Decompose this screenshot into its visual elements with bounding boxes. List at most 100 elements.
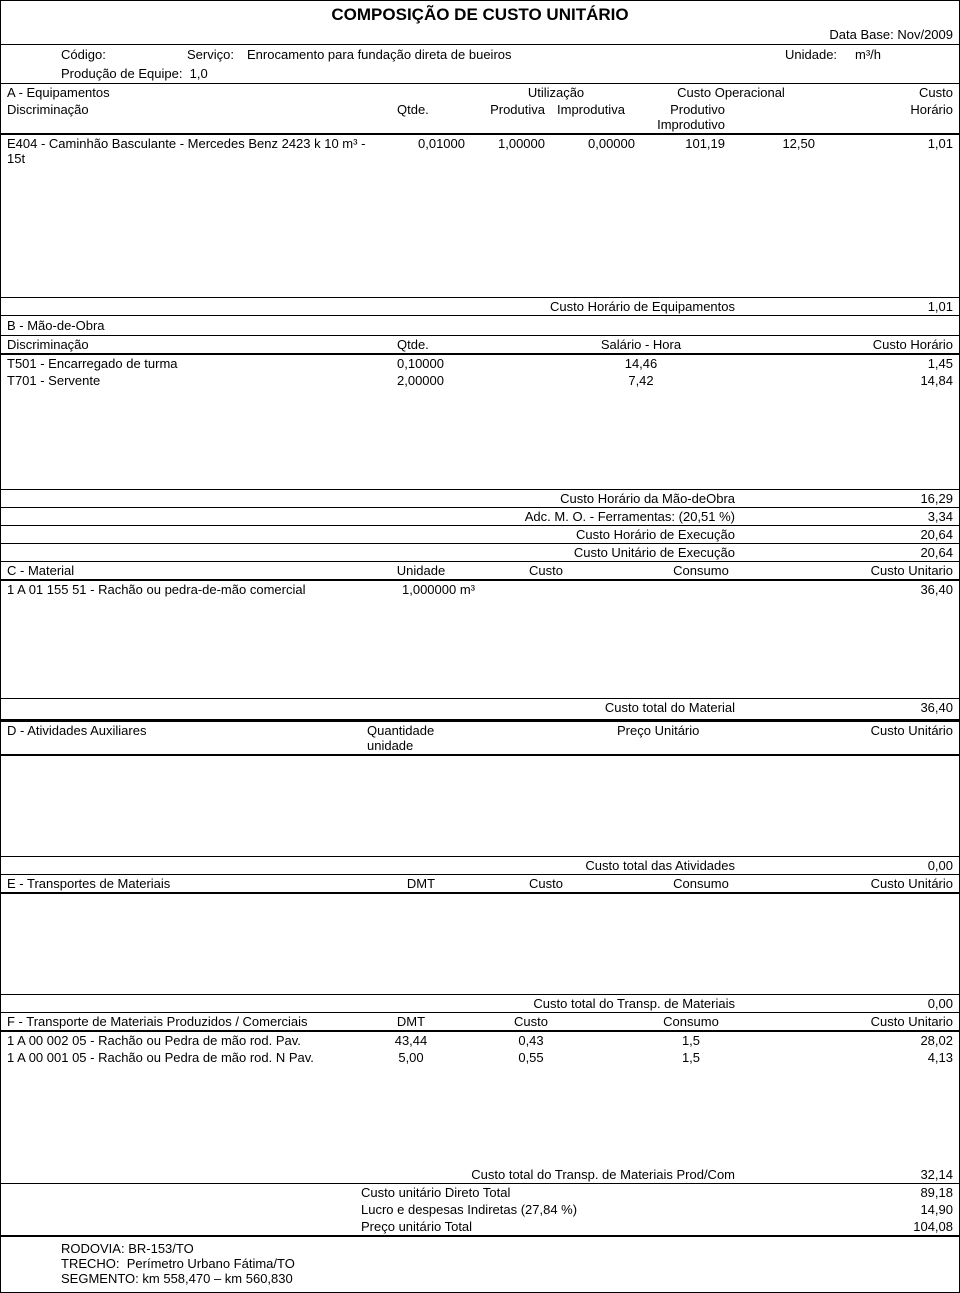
final-2: Preço unitário Total104,08 [1, 1218, 959, 1235]
sec-f-total-label: Custo total do Transp. de Materiais Prod… [1, 1166, 741, 1183]
sec-a-row-ch: 1,01 [821, 135, 959, 167]
sec-c-r0-cu: 36,40 [791, 581, 959, 598]
sec-f-r1-cons: 1,5 [601, 1049, 781, 1066]
sec-b-qtde: Qtde. [391, 336, 541, 353]
sec-a-disc: Discriminação [1, 101, 391, 133]
sec-b-t3-label: Custo Unitário de Execução [1, 544, 741, 561]
sec-c-custo: Custo [481, 562, 611, 579]
sec-a-hor: Horário [821, 101, 959, 133]
servico-label: Serviço: [181, 45, 241, 64]
final-1-label: Lucro e despesas Indiretas (27,84 %) [1, 1201, 657, 1218]
sec-f-cu: Custo Unitario [781, 1013, 959, 1030]
sec-d-title: D - Atividades Auxiliares [1, 722, 361, 754]
sec-e-dmt: DMT [361, 875, 481, 892]
sec-a-row-qtde: 0,01000 [391, 135, 471, 167]
sec-b-title: B - Mão-de-Obra [1, 315, 959, 335]
sec-d-head: D - Atividades Auxiliares Quantidade uni… [1, 722, 959, 756]
sec-a-row-cp: 101,19 [641, 135, 731, 167]
sec-b-r0-desc: T501 - Encarregado de turma [1, 355, 391, 372]
sec-b-head: Discriminação Qtde. Salário - Hora Custo… [1, 335, 959, 355]
page: COMPOSIÇÃO DE CUSTO UNITÁRIO Data Base: … [0, 0, 960, 1293]
sec-f-custo: Custo [461, 1013, 601, 1030]
sec-f-row: 1 A 00 002 05 - Rachão ou Pedra de mão r… [1, 1032, 959, 1049]
servico-value: Enrocamento para fundação direta de buei… [241, 45, 779, 64]
sec-e-total-value: 0,00 [741, 995, 959, 1012]
sec-c-head: C - Material Unidade Custo Consumo Custo… [1, 561, 959, 581]
sec-b-t3-value: 20,64 [741, 544, 959, 561]
footer-l1a: RODOVIA: [61, 1241, 125, 1256]
producao-label: Produção de Equipe: 1,0 [1, 64, 214, 83]
sec-f-total-value: 32,14 [741, 1166, 959, 1183]
sec-a-total-label: Custo Horário de Equipamentos [1, 298, 741, 315]
sec-c-r0-un: 1,000000 m³ [361, 581, 481, 598]
sec-d-total-label: Custo total das Atividades [1, 857, 741, 874]
final-0-label: Custo unitário Direto Total [1, 1184, 657, 1201]
sec-b-sal: Salário - Hora [541, 336, 741, 353]
unidade-value: m³/h [849, 45, 959, 64]
sec-d-total: Custo total das Atividades0,00 [1, 856, 959, 874]
footer-l2b: Perímetro Urbano Fátima/TO [127, 1256, 295, 1271]
data-base-value: Nov/2009 [897, 27, 953, 42]
sec-a-prod: Produtiva [471, 101, 551, 133]
sec-c-total-label: Custo total do Material [1, 699, 741, 716]
sec-f-r1-desc: 1 A 00 001 05 - Rachão ou Pedra de mão r… [1, 1049, 361, 1066]
sec-f-cons: Consumo [601, 1013, 781, 1030]
data-base: Data Base: Nov/2009 [1, 27, 959, 44]
sec-f-r0-desc: 1 A 00 002 05 - Rachão ou Pedra de mão r… [1, 1032, 361, 1049]
section-a-head1: A - Equipamentos Utilização Custo Operac… [1, 83, 959, 101]
sec-d-clabel: Custo Unitário [791, 722, 959, 754]
sec-b-r1-qtde: 2,00000 [391, 372, 541, 389]
final-1-value: 14,90 [657, 1201, 959, 1218]
sec-b-r0-sal: 14,46 [541, 355, 741, 372]
sec-e-title: E - Transportes de Materiais [1, 875, 361, 892]
sec-b-r0-ch: 1,45 [741, 355, 959, 372]
final-0: Custo unitário Direto Total89,18 [1, 1183, 959, 1201]
sec-b-ch: Custo Horário [741, 336, 959, 353]
sec-b-r1-sal: 7,42 [541, 372, 741, 389]
sec-a-row-ci: 12,50 [731, 135, 821, 167]
sec-c-cu: Custo Unitario [791, 562, 959, 579]
footer-l1b: BR-153/TO [128, 1241, 194, 1256]
sec-f-space [1, 1066, 959, 1166]
sec-f-row: 1 A 00 001 05 - Rachão ou Pedra de mão r… [1, 1049, 959, 1066]
footer: RODOVIA: BR-153/TO TRECHO: Perímetro Urb… [1, 1237, 959, 1292]
sec-e-total-label: Custo total do Transp. de Materiais [1, 995, 741, 1012]
sec-a-space [1, 167, 959, 297]
sec-a-custoop: Custo Operacional [641, 84, 821, 101]
sec-b-r0-qtde: 0,10000 [391, 355, 541, 372]
sec-a-total-value: 1,01 [741, 298, 959, 315]
sec-f-r0-cons: 1,5 [601, 1032, 781, 1049]
sec-b-t1: Adc. M. O. - Ferramentas: (20,51 %)3,34 [1, 507, 959, 525]
sec-f-r0-custo: 0,43 [461, 1032, 601, 1049]
sec-d-total-value: 0,00 [741, 857, 959, 874]
sec-b-t1-value: 3,34 [741, 508, 959, 525]
final-1: Lucro e despesas Indiretas (27,84 %)14,9… [1, 1201, 959, 1218]
sec-b-t0: Custo Horário da Mão-deObra16,29 [1, 489, 959, 507]
sec-c-cons: Consumo [611, 562, 791, 579]
sec-e-cu: Custo Unitário [791, 875, 959, 892]
page-title: COMPOSIÇÃO DE CUSTO UNITÁRIO [1, 1, 959, 27]
sec-b-t2-label: Custo Horário de Execução [1, 526, 741, 543]
sec-b-r1-ch: 14,84 [741, 372, 959, 389]
sec-a-improd: Improdutiva [551, 101, 641, 133]
sec-f-head: F - Transporte de Materiais Produzidos /… [1, 1012, 959, 1032]
sec-f-r1-cu: 4,13 [781, 1049, 959, 1066]
producao-label-text: Produção de Equipe: [61, 66, 182, 81]
sec-d-qlabel: Quantidade unidade [361, 722, 481, 754]
sec-d-space [1, 756, 959, 856]
sec-a-row-p: 1,00000 [471, 135, 551, 167]
sec-f-title: F - Transporte de Materiais Produzidos /… [1, 1013, 361, 1030]
sec-a-qtde: Qtde. [391, 101, 471, 133]
producao-value: 1,0 [190, 66, 208, 81]
sec-b-space [1, 389, 959, 489]
sec-a-title: A - Equipamentos [1, 84, 391, 101]
sec-a-util: Utilização [471, 84, 641, 101]
sec-a-total: Custo Horário de Equipamentos 1,01 [1, 297, 959, 315]
sec-a-row: E404 - Caminhão Basculante - Mercedes Be… [1, 135, 959, 167]
sec-c-total: Custo total do Material36,40 [1, 698, 959, 716]
sec-e-head: E - Transportes de Materiais DMT Custo C… [1, 874, 959, 894]
data-base-label: Data Base: [829, 27, 893, 42]
final-0-value: 89,18 [657, 1184, 959, 1201]
sec-e-custo: Custo [481, 875, 611, 892]
section-a-head2: Discriminação Qtde. Produtiva Improdutiv… [1, 101, 959, 135]
